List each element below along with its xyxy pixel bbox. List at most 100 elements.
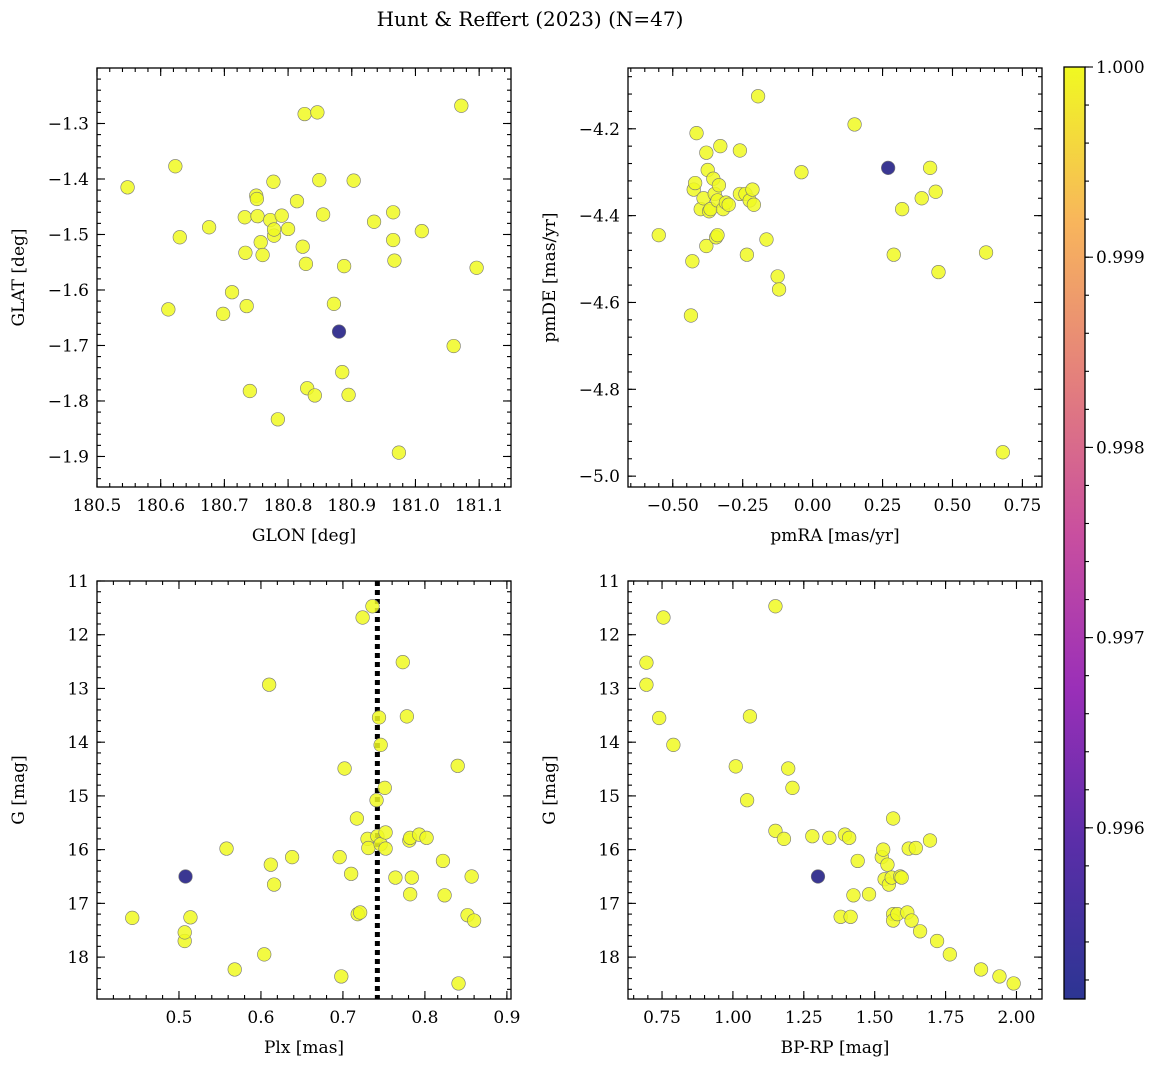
y-tick-label: −4.2 <box>579 120 620 140</box>
member-point <box>373 737 388 752</box>
member-point <box>711 178 727 193</box>
member-point <box>652 710 667 726</box>
y-axis-label: pmDE [mas/yr] <box>540 212 560 342</box>
member-point <box>739 247 754 262</box>
member-point <box>332 850 347 865</box>
y-tick-label: 16 <box>67 841 89 861</box>
y-tick-label: −1.6 <box>48 281 89 301</box>
member-point <box>386 205 401 220</box>
member-point <box>326 296 342 311</box>
member-point <box>280 221 296 237</box>
y-tick-label: 14 <box>67 733 89 753</box>
y-tick-label: 17 <box>67 894 89 914</box>
points <box>120 98 484 460</box>
x-tick-label: 180.9 <box>327 496 376 516</box>
minor-ticks <box>628 580 1042 999</box>
member-point <box>219 841 234 856</box>
member-point <box>316 207 331 222</box>
colorbar-tick-label: 0.996 <box>1096 819 1145 839</box>
x-tick-label: −0.25 <box>717 496 769 516</box>
y-tick-label: −5.0 <box>579 467 620 487</box>
member-point <box>310 105 325 120</box>
panel-position: 180.5 180.6 180.7 180.8 180.9 181.0 181.1 −1.3 −… <box>9 67 512 546</box>
member-point <box>978 245 994 260</box>
y-tick-label: 11 <box>67 572 89 592</box>
member-point <box>172 230 187 245</box>
panel-parallax-magnitude: 0.5 0.6 0.7 0.8 0.9 11 12 13 14 15 16 17 18 Plx [mas]… <box>9 572 520 1058</box>
member-point <box>847 117 862 132</box>
member-point <box>344 866 359 881</box>
member-point <box>451 976 466 991</box>
member-point <box>467 913 482 928</box>
member-point <box>349 811 364 826</box>
member-point <box>914 191 929 206</box>
member-point <box>388 870 403 885</box>
x-tick-label: 1.50 <box>856 1008 894 1028</box>
member-point <box>307 388 322 403</box>
member-point <box>161 302 176 317</box>
member-point <box>768 599 783 614</box>
member-point <box>922 833 938 848</box>
member-point <box>739 793 755 808</box>
x-tick-label: 1.00 <box>714 1008 752 1028</box>
member-point <box>285 850 300 865</box>
member-point <box>742 709 758 724</box>
member-point <box>365 599 380 614</box>
y-tick-label: 18 <box>67 948 89 968</box>
axes-frame <box>627 67 1043 488</box>
member-point <box>886 811 901 826</box>
member-point <box>639 677 654 692</box>
member-point <box>395 655 410 670</box>
member-point <box>335 365 350 380</box>
member-point <box>770 269 785 284</box>
member-point <box>263 857 278 872</box>
y-tick-label: 15 <box>67 787 89 807</box>
colorbar: 1.000 0.999 0.998 0.997 0.996 <box>1063 58 1145 1000</box>
member-point <box>699 145 714 160</box>
member-point <box>414 224 429 239</box>
member-point <box>341 387 356 402</box>
member-point <box>923 160 938 175</box>
y-axis-label: G [mag] <box>540 755 560 824</box>
member-point <box>689 126 704 141</box>
axes-frame <box>96 67 512 488</box>
member-point <box>771 282 787 297</box>
low-probability-point <box>178 869 193 884</box>
y-tick-label: 12 <box>598 626 620 646</box>
member-point <box>289 194 305 209</box>
x-axis-label: BP-RP [mag] <box>781 1038 890 1058</box>
x-tick-label: 0.25 <box>864 496 902 516</box>
low-probability-point <box>810 869 826 884</box>
member-point <box>929 933 945 949</box>
member-point <box>419 830 434 845</box>
y-tick-label: −1.3 <box>48 114 89 134</box>
member-point <box>805 829 820 844</box>
x-tick-label: 0.5 <box>165 1008 192 1028</box>
member-point <box>464 869 479 884</box>
axes-frame <box>96 580 512 1000</box>
member-point <box>666 737 681 752</box>
member-point <box>249 191 264 207</box>
x-axis-label: Plx [mas] <box>264 1038 344 1058</box>
member-point <box>435 853 451 869</box>
x-axis-label: GLON [deg] <box>252 526 356 546</box>
y-tick-label: 14 <box>598 733 620 753</box>
member-point <box>992 969 1007 984</box>
member-point <box>454 98 469 113</box>
member-point <box>257 947 272 962</box>
member-point <box>908 840 923 856</box>
member-point <box>728 759 743 774</box>
member-point <box>346 173 361 188</box>
y-tick-label: −1.7 <box>48 336 89 356</box>
member-point <box>781 761 796 776</box>
member-point <box>750 89 766 104</box>
panel-color-magnitude: 0.75 1.00 1.25 1.50 1.75 2.00 11 12 13 14 15 16 17 18… <box>540 572 1043 1058</box>
x-tick-label: 180.7 <box>200 496 249 516</box>
member-point <box>822 830 837 845</box>
member-point <box>366 214 382 229</box>
member-point <box>378 841 393 856</box>
member-point <box>759 232 774 247</box>
colorbar-tick-label: 1.000 <box>1096 58 1145 78</box>
member-point <box>403 887 418 902</box>
